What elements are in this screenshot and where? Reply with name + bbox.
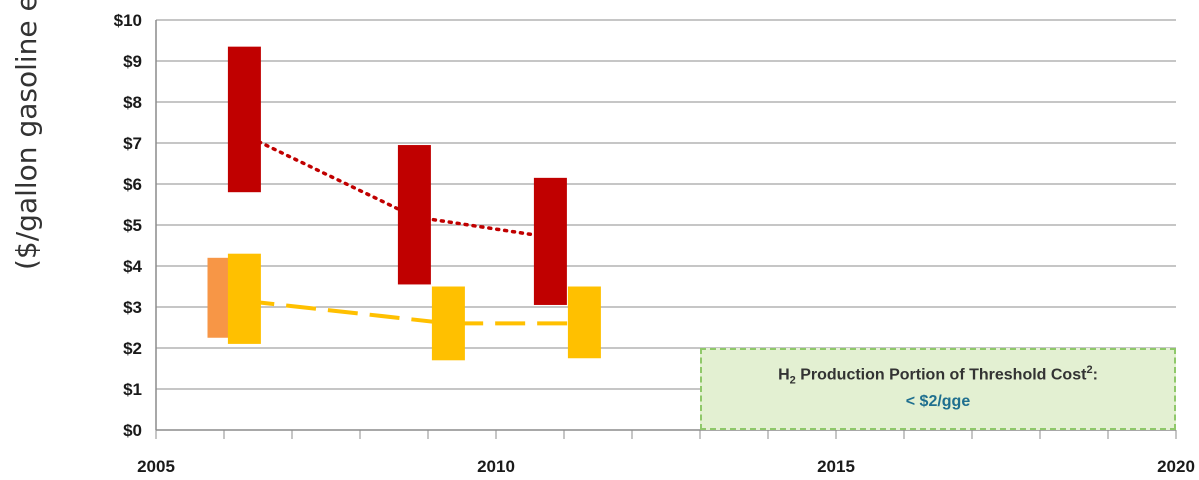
y-axis-label: ($/gallon gasoline e	[10, 0, 43, 270]
y-tick-label: $9	[123, 52, 142, 71]
trend-line-dotted	[242, 133, 553, 240]
y-tick-label: $6	[123, 175, 142, 194]
y-tick-label: $10	[114, 11, 142, 30]
annotation-title-colon: :	[1092, 366, 1098, 384]
x-tick-label: 2010	[477, 457, 515, 476]
x-tick-label: 2015	[817, 457, 855, 476]
bars-group	[207, 46, 601, 361]
annotation-title-superscript: 2	[1086, 364, 1093, 376]
y-tick-label: $3	[123, 298, 142, 317]
annotation-target-value: < $2/gge	[905, 392, 971, 410]
x-tick-label: 2020	[1157, 457, 1195, 476]
annotation-title: H2 Production Portion of Threshold Cost2…	[702, 364, 1174, 387]
y-tick-label: $0	[123, 421, 142, 440]
annotation-title-subscript: 2	[789, 374, 796, 387]
annotation-title-text: Production Portion of Threshold Cost	[795, 366, 1087, 384]
threshold-cost-annotation: H2 Production Portion of Threshold Cost2…	[700, 348, 1176, 430]
y-tick-label: $1	[123, 380, 142, 399]
tick-labels: $0 $1 $2 $3 $4 $5 $6 $7 $8 $9 $10 2005 2010 2015 2020	[114, 11, 1195, 476]
trend-line-dashed	[244, 298, 585, 326]
axes	[155, 20, 1177, 439]
range-bar	[227, 46, 261, 193]
range-bar	[397, 145, 431, 285]
y-tick-label: $2	[123, 339, 142, 358]
y-tick-label: $7	[123, 134, 142, 153]
x-tick-label: 2005	[137, 457, 175, 476]
y-tick-label: $4	[123, 257, 142, 276]
y-tick-label: $5	[123, 216, 142, 235]
range-bar	[227, 253, 261, 344]
trend-lines	[242, 133, 585, 326]
grid-lines	[156, 19, 1176, 390]
y-tick-label: $8	[123, 93, 142, 112]
annotation-title-prefix: H	[778, 366, 790, 384]
range-bar	[533, 177, 567, 305]
